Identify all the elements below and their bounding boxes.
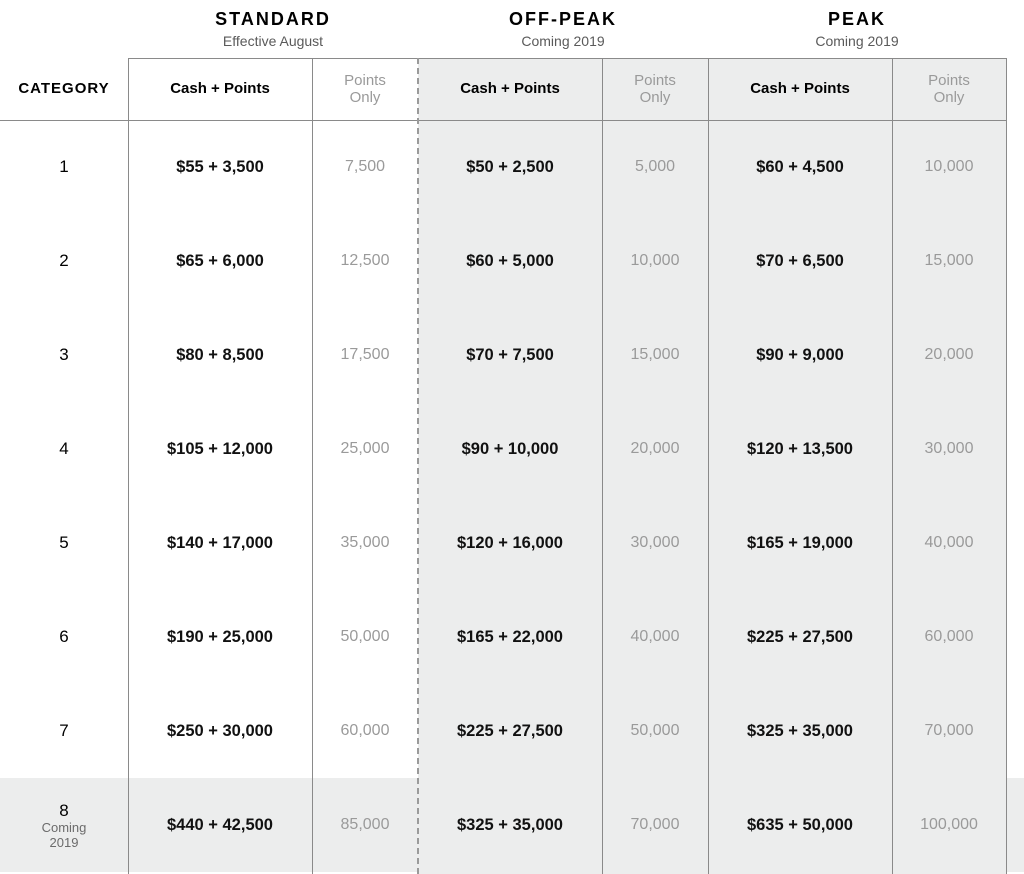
section-header-1: OFF-PEAK Coming 2019 xyxy=(418,0,708,58)
cell-off-cp-7: $225 + 27,500 xyxy=(418,684,602,778)
cell-off-cp-4: $90 + 10,000 xyxy=(418,402,602,496)
col-header-off-cp: Cash + Points xyxy=(418,58,602,120)
cell-off-po-8: 70,000 xyxy=(602,778,708,872)
cell-off-cp-1: $50 + 2,500 xyxy=(418,120,602,214)
category-number: 4 xyxy=(59,438,68,459)
cell-peak-cp-3: $90 + 9,000 xyxy=(708,308,892,402)
section-title: STANDARD xyxy=(215,8,331,31)
section-subtitle: Coming 2019 xyxy=(815,33,898,51)
category-number: 7 xyxy=(59,720,68,741)
cell-off-po-6: 40,000 xyxy=(602,590,708,684)
cell-off-cp-8: $325 + 35,000 xyxy=(418,778,602,872)
cell-off-cp-3: $70 + 7,500 xyxy=(418,308,602,402)
cell-peak-po-1: 10,000 xyxy=(892,120,1006,214)
col-header-std-po: Points Only xyxy=(312,58,418,120)
col-header-category: CATEGORY xyxy=(0,58,128,120)
category-cell-5: 5 xyxy=(0,496,128,590)
col-header-std-cp: Cash + Points xyxy=(128,58,312,120)
cell-off-po-1: 5,000 xyxy=(602,120,708,214)
cell-std-po-3: 17,500 xyxy=(312,308,418,402)
cell-std-po-6: 50,000 xyxy=(312,590,418,684)
cell-std-cp-1: $55 + 3,500 xyxy=(128,120,312,214)
category-cell-3: 3 xyxy=(0,308,128,402)
section-header-2: PEAK Coming 2019 xyxy=(708,0,1006,58)
cell-off-po-5: 30,000 xyxy=(602,496,708,590)
cell-off-cp-6: $165 + 22,000 xyxy=(418,590,602,684)
cell-std-po-1: 7,500 xyxy=(312,120,418,214)
category-note: Coming 2019 xyxy=(42,821,87,850)
category-number: 1 xyxy=(59,156,68,177)
cell-std-cp-8: $440 + 42,500 xyxy=(128,778,312,872)
cell-peak-po-6: 60,000 xyxy=(892,590,1006,684)
category-number: 8 xyxy=(59,800,68,821)
cell-std-cp-4: $105 + 12,000 xyxy=(128,402,312,496)
cell-peak-cp-1: $60 + 4,500 xyxy=(708,120,892,214)
cell-off-po-3: 15,000 xyxy=(602,308,708,402)
cell-std-cp-7: $250 + 30,000 xyxy=(128,684,312,778)
cell-std-po-2: 12,500 xyxy=(312,214,418,308)
section-header-0: STANDARD Effective August xyxy=(128,0,418,58)
category-number: 6 xyxy=(59,626,68,647)
cell-peak-po-8: 100,000 xyxy=(892,778,1006,872)
cell-std-cp-5: $140 + 17,000 xyxy=(128,496,312,590)
cell-std-po-5: 35,000 xyxy=(312,496,418,590)
category-number: 2 xyxy=(59,250,68,271)
cell-peak-po-5: 40,000 xyxy=(892,496,1006,590)
cell-off-cp-5: $120 + 16,000 xyxy=(418,496,602,590)
cell-peak-cp-4: $120 + 13,500 xyxy=(708,402,892,496)
cell-std-cp-3: $80 + 8,500 xyxy=(128,308,312,402)
cell-off-po-2: 10,000 xyxy=(602,214,708,308)
category-cell-4: 4 xyxy=(0,402,128,496)
section-subtitle: Coming 2019 xyxy=(521,33,604,51)
cell-std-po-8: 85,000 xyxy=(312,778,418,872)
category-cell-6: 6 xyxy=(0,590,128,684)
cell-off-po-7: 50,000 xyxy=(602,684,708,778)
section-subtitle: Effective August xyxy=(223,33,323,51)
section-title: PEAK xyxy=(828,8,886,31)
cell-peak-po-3: 20,000 xyxy=(892,308,1006,402)
cell-peak-po-2: 15,000 xyxy=(892,214,1006,308)
cell-peak-po-7: 70,000 xyxy=(892,684,1006,778)
category-number: 3 xyxy=(59,344,68,365)
category-number: 5 xyxy=(59,532,68,553)
cell-std-po-4: 25,000 xyxy=(312,402,418,496)
vline-right xyxy=(1006,58,1007,874)
cell-std-po-7: 60,000 xyxy=(312,684,418,778)
cell-off-cp-2: $60 + 5,000 xyxy=(418,214,602,308)
col-header-peak-po: Points Only xyxy=(892,58,1006,120)
cell-peak-cp-8: $635 + 50,000 xyxy=(708,778,892,872)
cell-peak-cp-7: $325 + 35,000 xyxy=(708,684,892,778)
col-header-off-po: Points Only xyxy=(602,58,708,120)
cell-off-po-4: 20,000 xyxy=(602,402,708,496)
category-cell-1: 1 xyxy=(0,120,128,214)
category-cell-7: 7 xyxy=(0,684,128,778)
category-cell-2: 2 xyxy=(0,214,128,308)
cell-std-cp-6: $190 + 25,000 xyxy=(128,590,312,684)
cell-peak-cp-6: $225 + 27,500 xyxy=(708,590,892,684)
cell-peak-cp-5: $165 + 19,000 xyxy=(708,496,892,590)
cell-peak-cp-2: $70 + 6,500 xyxy=(708,214,892,308)
col-header-peak-cp: Cash + Points xyxy=(708,58,892,120)
category-cell-8: 8Coming 2019 xyxy=(0,778,128,872)
section-title: OFF-PEAK xyxy=(509,8,617,31)
pricing-table: STANDARD Effective August OFF-PEAK Coming 2… xyxy=(0,0,1024,874)
cell-std-cp-2: $65 + 6,000 xyxy=(128,214,312,308)
cell-peak-po-4: 30,000 xyxy=(892,402,1006,496)
